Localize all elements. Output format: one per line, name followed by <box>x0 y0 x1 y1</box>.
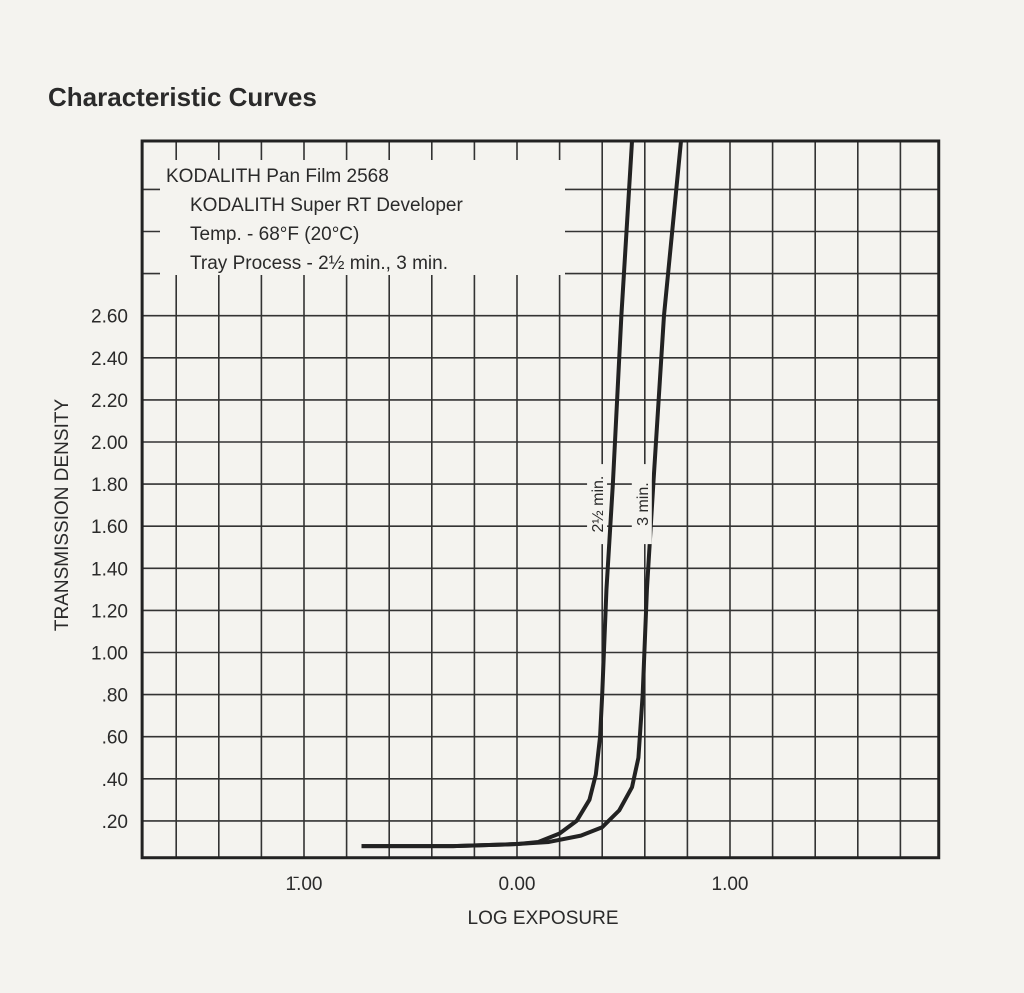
curve-label-bg <box>587 464 608 545</box>
y-tick-label: 2.60 <box>91 307 128 328</box>
y-tick-label: .20 <box>102 812 128 833</box>
tick-labels: .20 .40 .60 .80 1.00 1.20 1.40 1.60 1.80 2.00 2.20… <box>91 307 748 895</box>
y-tick-label: .80 <box>102 686 128 707</box>
y-tick-label: 1.20 <box>91 601 128 622</box>
y-tick-label: 2.20 <box>91 391 128 412</box>
x-tick-label: 1̄.00 <box>286 874 323 895</box>
y-tick-label: .60 <box>102 728 128 749</box>
y-tick-label: 1.60 <box>91 517 128 538</box>
x-tick-label: 0.00 <box>499 874 536 895</box>
y-axis-label: TRANSMISSION DENSITY <box>52 399 73 632</box>
y-tick-label: .40 <box>102 770 128 791</box>
legend-line: KODALITH Pan Film 2568 <box>166 166 389 187</box>
y-tick-label: 2.40 <box>91 349 128 370</box>
y-tick-label: 1.80 <box>91 475 128 496</box>
legend-box <box>160 160 565 275</box>
curve-label: 2½ min. <box>590 476 607 533</box>
y-tick-label: 1.40 <box>91 559 128 580</box>
x-tick-label: 1.00 <box>712 874 749 895</box>
legend: KODALITH Pan Film 2568 KODALITH Super RT … <box>160 160 565 275</box>
chart-title: Characteristic Curves <box>48 82 317 112</box>
curve-label-bg <box>631 464 652 545</box>
legend-line: KODALITH Super RT Developer <box>190 195 463 216</box>
legend-line: Temp. - 68°F (20°C) <box>190 224 359 245</box>
legend-line: Tray Process - 2½ min., 3 min. <box>190 253 448 274</box>
x-axis-label: LOG EXPOSURE <box>468 908 619 929</box>
y-tick-label: 2.00 <box>91 433 128 454</box>
curves: 2½ min. 3 min. <box>361 140 684 849</box>
curve-3-min <box>361 140 684 849</box>
plot-frame <box>140 139 941 860</box>
curve-label: 3 min. <box>635 482 652 526</box>
y-tick-label: 1.00 <box>91 644 128 665</box>
